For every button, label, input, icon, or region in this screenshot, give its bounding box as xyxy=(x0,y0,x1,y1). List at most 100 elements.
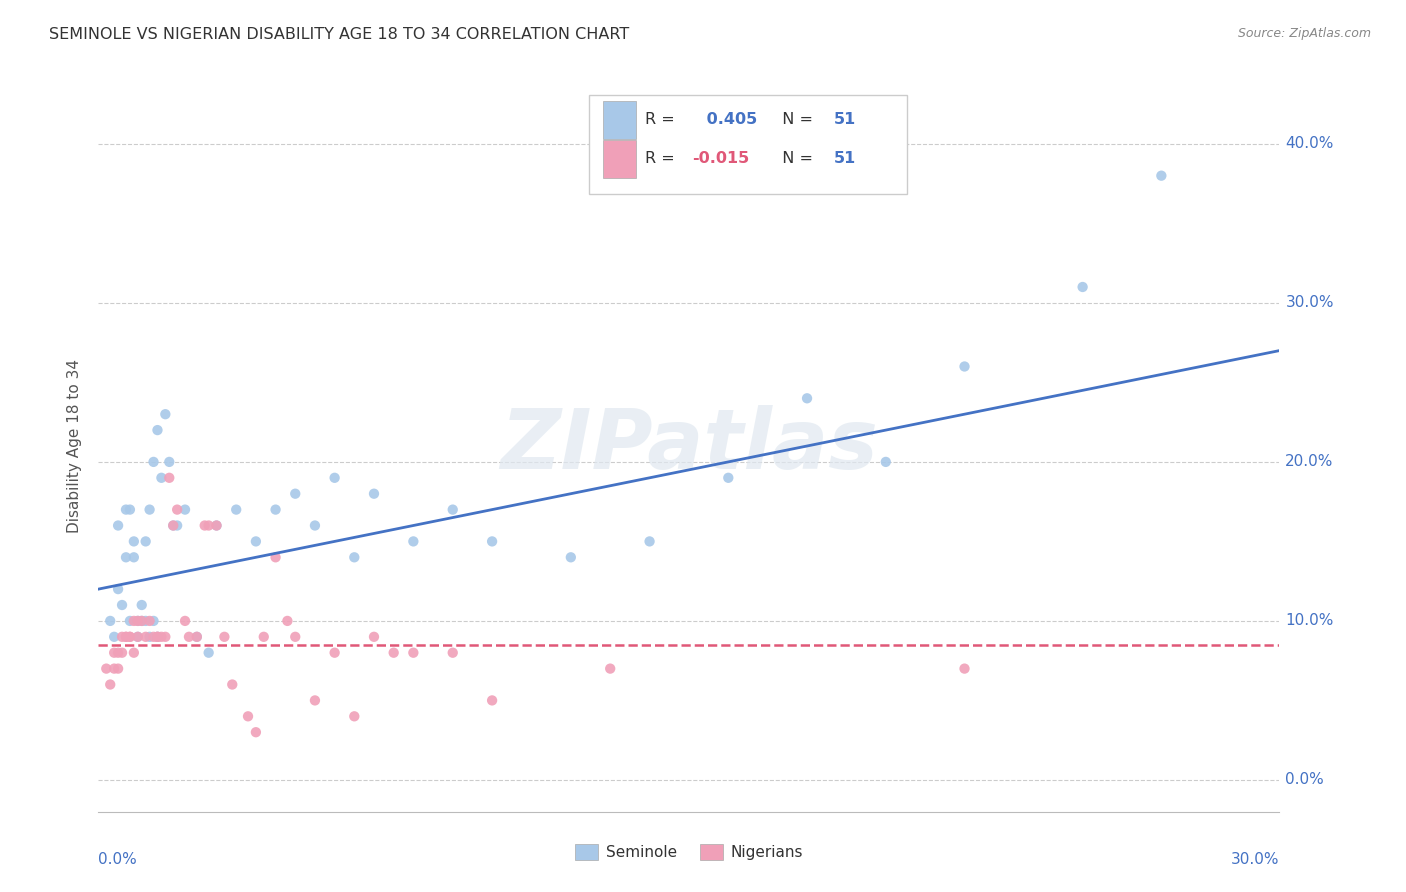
Point xyxy=(253,630,276,644)
Point xyxy=(138,502,160,516)
Point xyxy=(481,693,503,707)
Point xyxy=(155,407,177,421)
Text: 10.0%: 10.0% xyxy=(1285,614,1334,628)
Point xyxy=(142,614,165,628)
FancyBboxPatch shape xyxy=(603,139,636,178)
Point xyxy=(115,630,138,644)
Legend: Seminole, Nigerians: Seminole, Nigerians xyxy=(569,838,808,866)
Point xyxy=(363,486,385,500)
Point xyxy=(96,662,118,676)
Point xyxy=(122,646,145,660)
Text: 30.0%: 30.0% xyxy=(1232,852,1279,867)
Text: 30.0%: 30.0% xyxy=(1285,295,1334,310)
Point xyxy=(127,630,149,644)
Text: Source: ZipAtlas.com: Source: ZipAtlas.com xyxy=(1237,27,1371,40)
Point xyxy=(560,550,582,565)
Point xyxy=(103,662,125,676)
Point xyxy=(162,518,184,533)
Point xyxy=(304,693,326,707)
Point xyxy=(796,392,818,406)
Point xyxy=(122,614,145,628)
Point xyxy=(323,646,346,660)
Point xyxy=(146,630,169,644)
Text: R =: R = xyxy=(645,151,681,166)
Point xyxy=(1150,169,1173,183)
Point xyxy=(236,709,259,723)
Point xyxy=(194,518,217,533)
Point xyxy=(264,550,287,565)
Point xyxy=(205,518,228,533)
Text: 0.0%: 0.0% xyxy=(98,852,138,867)
Point xyxy=(103,630,125,644)
Point xyxy=(174,614,197,628)
Point xyxy=(98,614,121,628)
Point xyxy=(245,534,267,549)
Point xyxy=(174,502,197,516)
Text: R =: R = xyxy=(645,112,681,128)
Point xyxy=(284,486,307,500)
Point xyxy=(111,630,134,644)
Text: 0.405: 0.405 xyxy=(700,112,756,128)
Point xyxy=(122,534,145,549)
Point xyxy=(214,630,236,644)
Point xyxy=(343,550,366,565)
Y-axis label: Disability Age 18 to 34: Disability Age 18 to 34 xyxy=(67,359,83,533)
Point xyxy=(127,614,149,628)
Text: -0.015: -0.015 xyxy=(693,151,749,166)
Point xyxy=(953,359,976,374)
Point xyxy=(221,677,243,691)
Point xyxy=(118,630,141,644)
Point xyxy=(197,518,219,533)
Point xyxy=(382,646,405,660)
Point xyxy=(186,630,208,644)
Point xyxy=(131,614,153,628)
Point xyxy=(118,502,141,516)
Point xyxy=(142,630,165,644)
Point xyxy=(441,502,464,516)
Point xyxy=(115,550,138,565)
Point xyxy=(363,630,385,644)
Point xyxy=(441,646,464,660)
Point xyxy=(155,630,177,644)
Point xyxy=(107,582,129,596)
Text: 40.0%: 40.0% xyxy=(1285,136,1334,152)
Point xyxy=(197,646,219,660)
Point xyxy=(304,518,326,533)
Point xyxy=(276,614,298,628)
Point xyxy=(142,455,165,469)
Point xyxy=(953,662,976,676)
Point xyxy=(146,630,169,644)
Point xyxy=(875,455,897,469)
Point xyxy=(118,614,141,628)
Point xyxy=(162,518,184,533)
Point xyxy=(107,662,129,676)
Point xyxy=(146,630,169,644)
Point xyxy=(127,630,149,644)
Point xyxy=(150,471,173,485)
Point xyxy=(245,725,267,739)
Point xyxy=(107,646,129,660)
Point xyxy=(98,677,121,691)
Point xyxy=(225,502,247,516)
Point xyxy=(264,502,287,516)
Point xyxy=(1071,280,1094,294)
Point xyxy=(135,614,157,628)
Text: 20.0%: 20.0% xyxy=(1285,454,1334,469)
Text: ZIPatlas: ZIPatlas xyxy=(501,406,877,486)
Point xyxy=(138,614,160,628)
Point xyxy=(186,630,208,644)
Text: SEMINOLE VS NIGERIAN DISABILITY AGE 18 TO 34 CORRELATION CHART: SEMINOLE VS NIGERIAN DISABILITY AGE 18 T… xyxy=(49,27,630,42)
Point xyxy=(717,471,740,485)
FancyBboxPatch shape xyxy=(589,95,907,194)
Point xyxy=(107,518,129,533)
FancyBboxPatch shape xyxy=(603,101,636,139)
Point xyxy=(177,630,200,644)
Point xyxy=(481,534,503,549)
Text: 0.0%: 0.0% xyxy=(1285,772,1324,788)
Point xyxy=(166,502,188,516)
Point xyxy=(166,518,188,533)
Point xyxy=(343,709,366,723)
Point xyxy=(131,614,153,628)
Point xyxy=(284,630,307,644)
Point xyxy=(638,534,661,549)
